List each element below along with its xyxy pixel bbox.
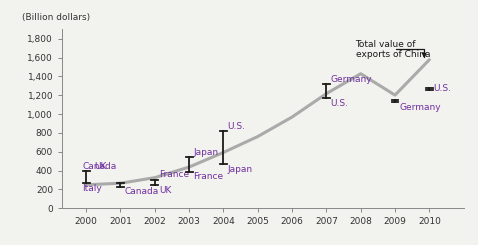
Text: UK: UK [159,186,171,195]
Text: Germany: Germany [330,75,372,84]
Text: U.S.: U.S. [228,122,246,131]
Text: France: France [159,170,189,179]
Text: U.S.: U.S. [330,99,348,108]
Text: (Billion dollars): (Billion dollars) [22,13,90,22]
Text: Italy: Italy [82,184,102,193]
Text: Japan: Japan [228,165,253,174]
Text: UK: UK [95,162,107,171]
Text: France: France [193,172,223,181]
Text: Japan: Japan [193,148,218,157]
Text: Germany: Germany [399,103,441,112]
Text: U.S.: U.S. [434,85,451,94]
Text: Canada: Canada [82,162,116,171]
Text: Canada: Canada [125,187,159,196]
Text: Total value of
exports of China: Total value of exports of China [356,40,430,59]
